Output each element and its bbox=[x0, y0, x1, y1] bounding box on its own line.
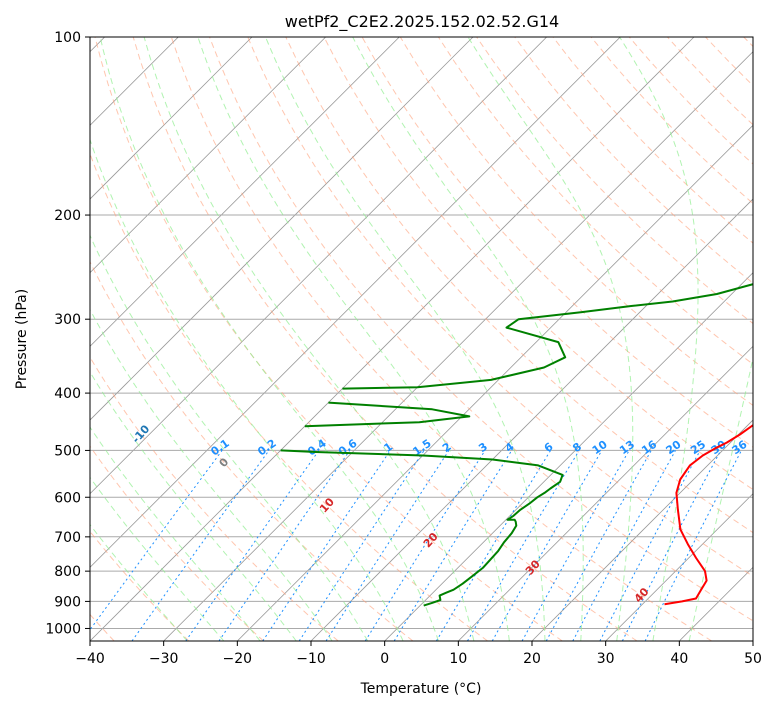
y-tick-label: 400 bbox=[54, 386, 81, 402]
isotherm-line bbox=[458, 345, 753, 641]
sounding-traces bbox=[280, 282, 753, 607]
mixing-ratio-line bbox=[467, 450, 580, 641]
x-tick-label: 50 bbox=[744, 651, 762, 667]
dry-adiabat-line bbox=[94, 37, 563, 641]
isotherm-line bbox=[90, 37, 474, 421]
dry-adiabat-line bbox=[170, 37, 712, 641]
x-axis: −40 −30 −20 −10 0 10 20 30 40 50 bbox=[75, 641, 762, 667]
x-axis-title: Temperature (°C) bbox=[360, 681, 482, 697]
dry-adiabat-line bbox=[514, 37, 753, 284]
isotherm-line bbox=[90, 37, 547, 495]
dry-adiabat-line bbox=[323, 37, 753, 491]
mixing-ratio-line bbox=[298, 450, 425, 641]
mixing-ratio-line bbox=[364, 450, 486, 641]
mixing-ratio-line bbox=[644, 450, 742, 641]
y-axis-title: Pressure (hPa) bbox=[14, 289, 30, 389]
x-tick-label: −10 bbox=[296, 651, 326, 667]
mixing-ratio-line bbox=[131, 450, 270, 641]
moist-adiabat-line bbox=[90, 371, 297, 641]
plot-area: 0.10.20.40.611.52346810131620253036-100-… bbox=[90, 37, 753, 641]
plot-frame bbox=[89, 36, 754, 642]
dry-adiabat-line bbox=[90, 445, 264, 641]
temperature-line bbox=[664, 423, 753, 606]
mixing-ratio-line bbox=[521, 450, 630, 641]
moist-adiabat-line bbox=[688, 355, 753, 641]
mixing-ratio-line bbox=[491, 450, 603, 641]
y-tick-label: 700 bbox=[54, 530, 81, 546]
moist-adiabat-line bbox=[90, 476, 225, 641]
dewpoint-line bbox=[342, 282, 753, 390]
moist-adiabat-line bbox=[619, 37, 699, 641]
y-tick-label: 300 bbox=[54, 312, 81, 328]
dry-adiabat-line bbox=[90, 260, 414, 641]
moist-adiabat-line bbox=[90, 234, 369, 641]
y-tick-label: 800 bbox=[54, 564, 81, 580]
x-tick-label: 30 bbox=[597, 651, 615, 667]
dry-adiabat-line bbox=[209, 37, 753, 622]
x-tick-label: 40 bbox=[670, 651, 688, 667]
dry-adiabat-line bbox=[247, 37, 753, 577]
y-tick-label: 100 bbox=[54, 30, 81, 46]
moist-adiabat-line bbox=[99, 37, 439, 641]
x-tick-label: 20 bbox=[523, 651, 541, 667]
moist-adiabat-line bbox=[143, 37, 475, 641]
moist-adiabat-line bbox=[90, 308, 333, 641]
y-tick-label: 200 bbox=[54, 208, 81, 224]
x-tick-label: −40 bbox=[75, 651, 105, 667]
isotherm-line bbox=[605, 493, 753, 641]
dry-adiabat-line bbox=[132, 37, 638, 641]
isotherm-line bbox=[90, 37, 400, 347]
isotherm-line bbox=[384, 272, 753, 641]
y-tick-label: 500 bbox=[54, 443, 81, 459]
moist-adiabat-line bbox=[90, 138, 404, 641]
isotherm-line bbox=[531, 419, 753, 641]
isotherm-line bbox=[163, 51, 753, 641]
mixing-ratio-line bbox=[393, 450, 513, 641]
dry-adiabat-line bbox=[285, 37, 753, 534]
mixing-ratio-line bbox=[435, 450, 552, 641]
isotherm-line bbox=[90, 37, 326, 274]
y-tick-label: 1000 bbox=[45, 621, 81, 637]
moist-adiabat-line bbox=[265, 37, 546, 641]
mixing-ratio-line bbox=[621, 450, 722, 641]
mixing-ratio-line bbox=[325, 450, 450, 641]
moist-adiabat-line bbox=[90, 523, 188, 641]
mixing-ratio-line bbox=[90, 450, 223, 631]
y-tick-label: 600 bbox=[54, 490, 81, 506]
y-axis: 100 200 300 400 500 600 700 800 900 1000 bbox=[45, 30, 90, 637]
chart-title: wetPf2_C2E2.2025.152.02.52.G14 bbox=[285, 12, 559, 32]
mixing-ratio-lines bbox=[90, 450, 742, 641]
dry-adiabat-line bbox=[476, 37, 753, 325]
y-tick-label: 900 bbox=[54, 594, 81, 610]
mixing-ratio-line bbox=[572, 450, 676, 641]
x-tick-label: −30 bbox=[149, 651, 179, 667]
dewpoint-line bbox=[304, 401, 471, 428]
isotherm-line bbox=[90, 37, 695, 641]
x-tick-label: −20 bbox=[223, 651, 253, 667]
moist-adiabat-line bbox=[90, 426, 261, 641]
x-tick-label: 10 bbox=[449, 651, 467, 667]
dewpoint-line bbox=[280, 449, 564, 607]
moist-adiabat-line bbox=[352, 37, 584, 641]
isotherm-line bbox=[90, 37, 621, 568]
moist-adiabat-line bbox=[197, 37, 510, 641]
mixing-ratio-line bbox=[545, 450, 652, 641]
isotherm-line bbox=[237, 124, 753, 641]
x-tick-label: 0 bbox=[380, 651, 389, 667]
isotherm-line bbox=[90, 37, 253, 200]
